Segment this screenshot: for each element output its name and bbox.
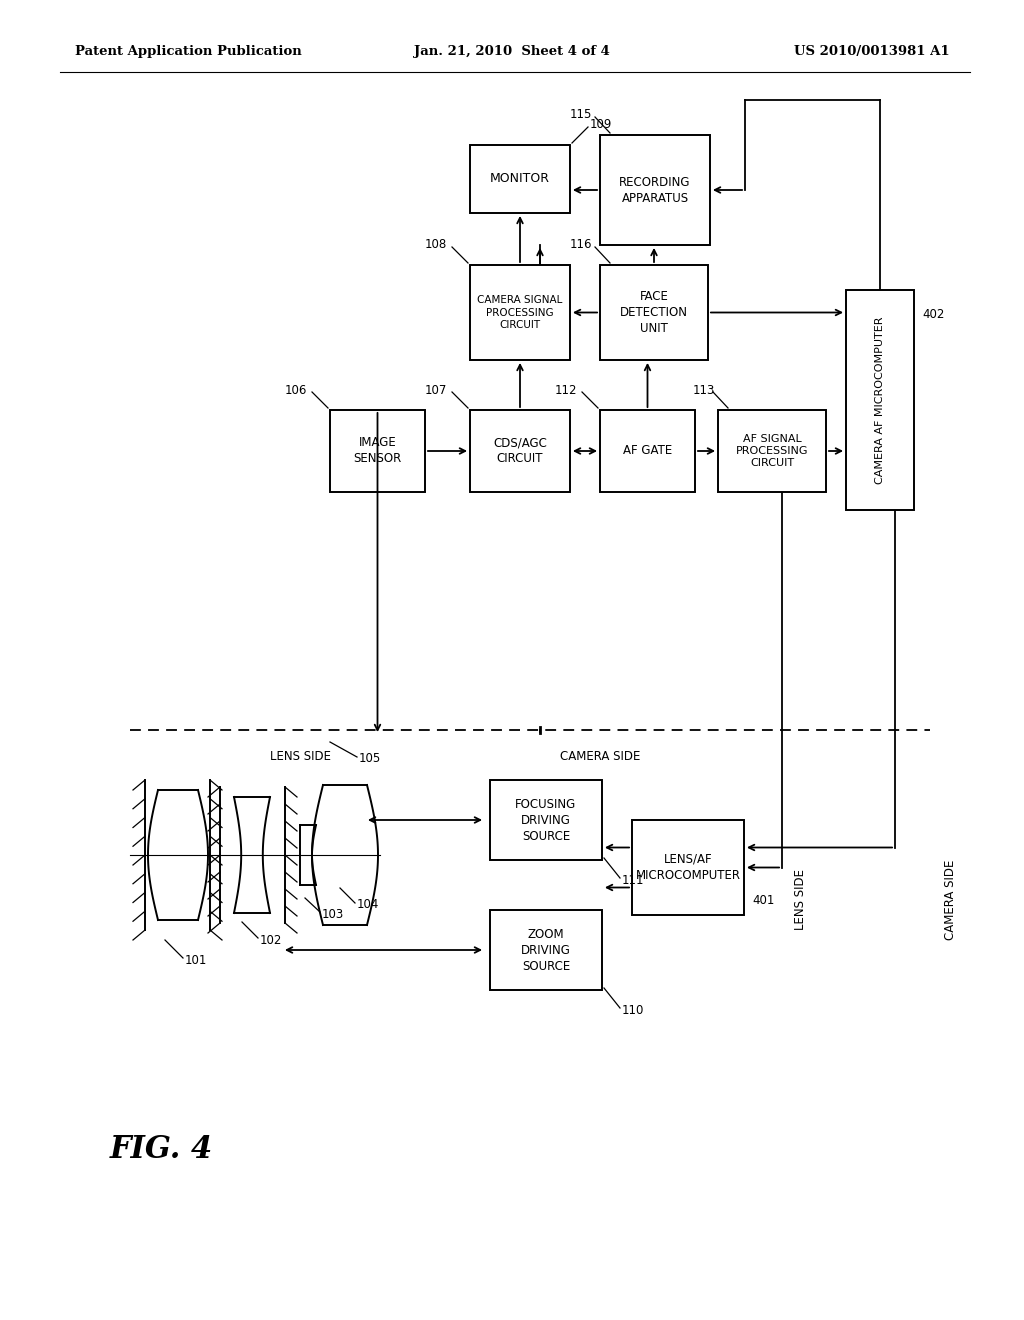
Text: 107: 107 <box>425 384 447 396</box>
Text: AF SIGNAL
PROCESSING
CIRCUIT: AF SIGNAL PROCESSING CIRCUIT <box>736 433 808 469</box>
Text: 113: 113 <box>693 384 716 396</box>
Text: US 2010/0013981 A1: US 2010/0013981 A1 <box>795 45 950 58</box>
Text: CAMERA SIDE: CAMERA SIDE <box>943 859 956 940</box>
Text: RECORDING
APPARATUS: RECORDING APPARATUS <box>620 176 691 205</box>
Bar <box>718 411 826 492</box>
Text: Jan. 21, 2010  Sheet 4 of 4: Jan. 21, 2010 Sheet 4 of 4 <box>414 45 610 58</box>
Bar <box>470 265 570 360</box>
Text: 110: 110 <box>622 1003 644 1016</box>
Text: 106: 106 <box>285 384 307 396</box>
Text: 109: 109 <box>590 119 612 132</box>
Bar <box>330 411 425 492</box>
Text: CAMERA SIGNAL
PROCESSING
CIRCUIT: CAMERA SIGNAL PROCESSING CIRCUIT <box>477 296 562 330</box>
Bar <box>490 909 602 990</box>
Text: 116: 116 <box>570 239 593 252</box>
Bar <box>632 820 744 915</box>
Text: 101: 101 <box>185 953 208 966</box>
Text: FACE
DETECTION
UNIT: FACE DETECTION UNIT <box>620 290 688 335</box>
Text: CAMERA SIDE: CAMERA SIDE <box>560 750 640 763</box>
Text: 103: 103 <box>322 908 344 920</box>
Text: 105: 105 <box>359 752 381 766</box>
Text: IMAGE
SENSOR: IMAGE SENSOR <box>353 437 401 466</box>
Text: 108: 108 <box>425 239 447 252</box>
Text: FOCUSING
DRIVING
SOURCE: FOCUSING DRIVING SOURCE <box>515 797 577 842</box>
Bar <box>470 411 570 492</box>
Bar <box>470 145 570 213</box>
Bar <box>600 411 695 492</box>
Text: AF GATE: AF GATE <box>623 445 672 458</box>
Text: 115: 115 <box>570 108 592 121</box>
Text: 102: 102 <box>260 933 283 946</box>
Text: CAMERA AF MICROCOMPUTER: CAMERA AF MICROCOMPUTER <box>874 317 885 483</box>
Text: Patent Application Publication: Patent Application Publication <box>75 45 302 58</box>
Text: ZOOM
DRIVING
SOURCE: ZOOM DRIVING SOURCE <box>521 928 571 973</box>
Bar <box>490 780 602 861</box>
Bar <box>600 135 710 246</box>
Bar <box>846 290 914 510</box>
Text: FIG. 4: FIG. 4 <box>110 1134 213 1166</box>
Text: 402: 402 <box>922 309 944 322</box>
Text: 112: 112 <box>555 384 578 396</box>
Text: LENS SIDE: LENS SIDE <box>794 870 807 931</box>
Text: LENS SIDE: LENS SIDE <box>269 750 331 763</box>
Text: 104: 104 <box>357 899 379 912</box>
Text: MONITOR: MONITOR <box>490 173 550 186</box>
Bar <box>600 265 708 360</box>
Text: 401: 401 <box>752 894 774 907</box>
Text: LENS/AF
MICROCOMPUTER: LENS/AF MICROCOMPUTER <box>636 853 740 882</box>
Text: 111: 111 <box>622 874 644 887</box>
Text: CDS/AGC
CIRCUIT: CDS/AGC CIRCUIT <box>494 437 547 466</box>
